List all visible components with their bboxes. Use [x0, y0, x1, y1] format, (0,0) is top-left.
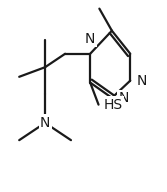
Text: N: N	[40, 116, 50, 130]
Text: HS: HS	[104, 98, 123, 112]
Text: N: N	[85, 32, 95, 46]
Text: N: N	[137, 74, 147, 88]
Text: N: N	[119, 91, 129, 105]
